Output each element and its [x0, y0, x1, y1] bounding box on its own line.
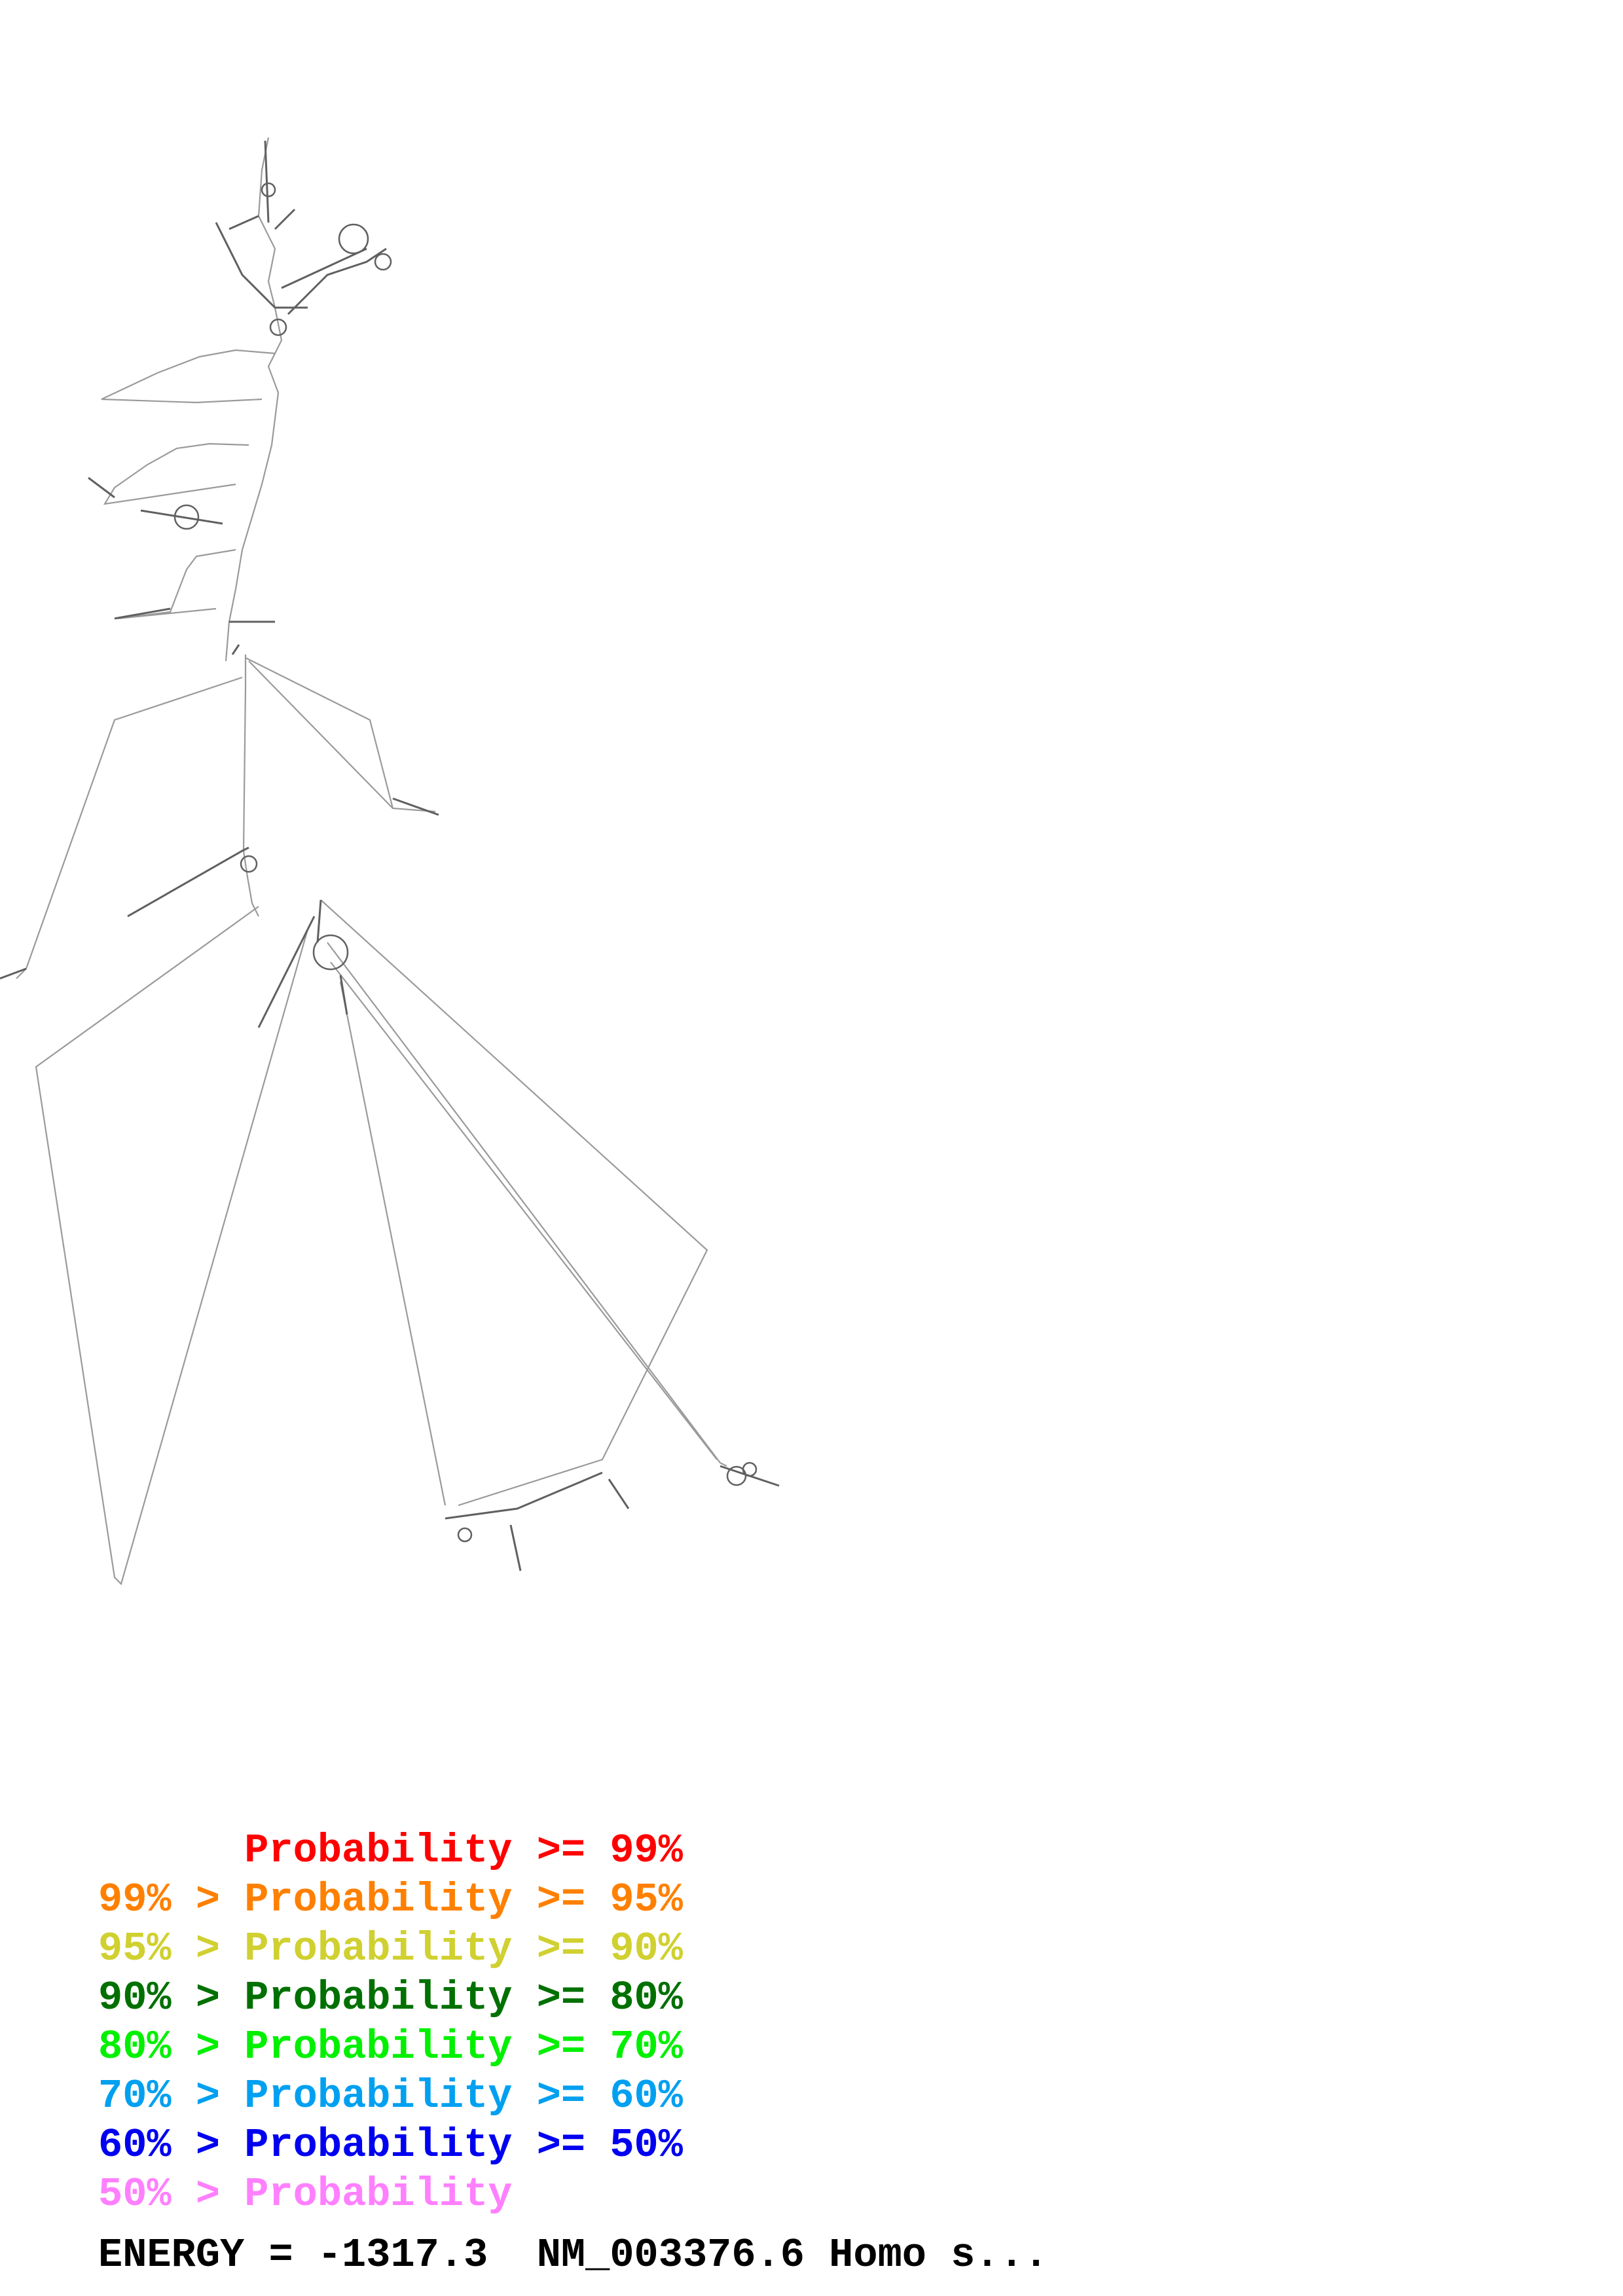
loop-top-3: [374, 253, 392, 271]
helix-bottom: [445, 1471, 630, 1571]
helix-right-tip: [392, 797, 439, 816]
backbone-lower-right-4: [330, 961, 718, 1460]
backbone-lines: [16, 137, 727, 1586]
loop-top-1: [261, 182, 276, 198]
backbone-trunk: [242, 655, 259, 917]
legend-entry-5: 70% > Probability >= 60%: [98, 2073, 683, 2119]
helix-top-right: [287, 247, 387, 315]
helix-top: [228, 140, 367, 289]
backbone-right-arm-1: [245, 657, 436, 813]
loop-top-2: [338, 223, 369, 255]
loop-bottom-3: [742, 1462, 757, 1477]
loop-mid-1: [173, 504, 200, 530]
loop-fan: [312, 934, 349, 971]
helix-left-tip: [0, 967, 27, 980]
helix-mid-right: [229, 620, 275, 655]
loop-bottom-2: [726, 1465, 747, 1486]
probability-legend: Probability >= 99% 99% > Probability >= 9…: [98, 1826, 683, 2219]
backbone-loop-3: [117, 548, 236, 620]
legend-entry-2: 95% > Probability >= 90%: [98, 1926, 683, 1972]
legend-entry-0: Probability >= 99%: [98, 1827, 683, 1874]
backbone-upper-branch: [225, 137, 283, 662]
backbone-lower-right-2: [327, 942, 727, 1467]
helix-mid-left: [88, 476, 223, 620]
legend-entry-3: 90% > Probability >= 80%: [98, 1975, 683, 2021]
legend-entry-4: 80% > Probability >= 70%: [98, 2024, 683, 2070]
loop-bottom-1: [457, 1527, 473, 1543]
loop-trunk: [240, 855, 258, 873]
backbone-left-arm: [16, 676, 243, 979]
helix-stems: [0, 140, 780, 1571]
helix-top-left: [215, 222, 308, 309]
backbone-loop-1: [101, 349, 276, 404]
rna-secondary-structure-diagram: [0, 137, 780, 1586]
loop-circles: [173, 182, 757, 1543]
helix-long-diagonal: [127, 846, 249, 918]
backbone-lower-right-3: [339, 981, 447, 1506]
energy-label: ENERGY = -1317.3 NM_003376.6 Homo s...: [98, 2232, 1049, 2278]
backbone-loop-2: [103, 442, 249, 505]
backbone-right-arm-2: [248, 660, 393, 809]
legend-entry-7: 50% > Probability: [98, 2171, 513, 2217]
loop-junction-1: [269, 318, 287, 336]
backbone-lower-right-1: [320, 899, 708, 1507]
helix-fan-center: [257, 899, 348, 1028]
legend-entry-1: 99% > Probability >= 95%: [98, 1876, 683, 1923]
legend-entry-6: 60% > Probability >= 50%: [98, 2122, 683, 2168]
backbone-lower-left: [35, 906, 309, 1586]
